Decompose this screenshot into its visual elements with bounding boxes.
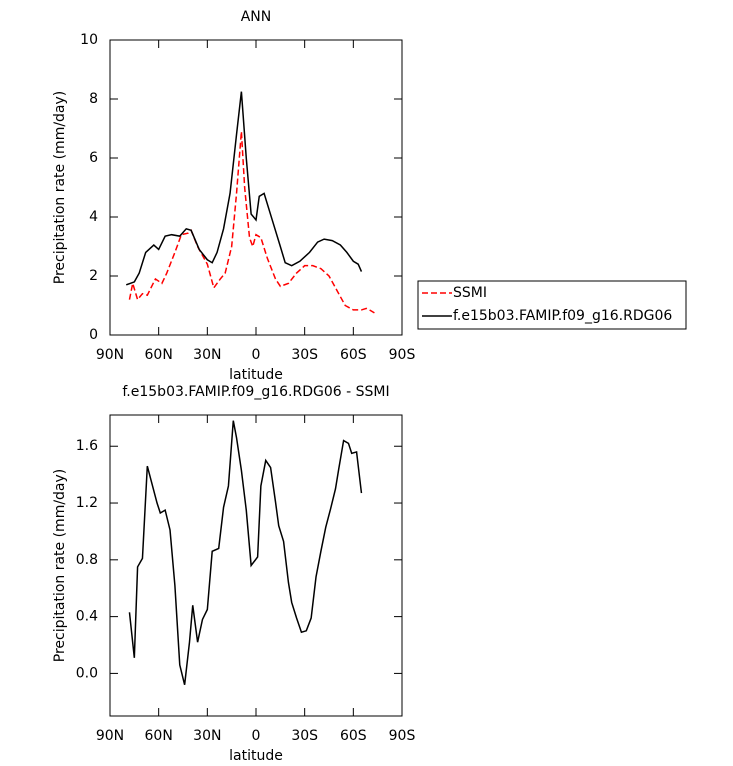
y-tick-label: 0.4	[76, 609, 98, 625]
x-tick-label: 30S	[291, 347, 318, 363]
x-tick-label: 30N	[193, 347, 221, 363]
y-tick-label: 2	[89, 268, 98, 284]
chart-title: ANN	[241, 9, 272, 25]
data-line	[128, 420, 363, 685]
x-tick-label: 90N	[96, 728, 124, 744]
y-tick-label: 0	[89, 327, 98, 343]
y-tick-label: 4	[89, 209, 98, 225]
legend-label: SSMI	[453, 285, 487, 301]
y-axis-label: Precipitation rate (mm/day)	[52, 469, 68, 663]
x-tick-label: 0	[252, 728, 261, 744]
chart-title: f.e15b03.FAMIP.f09_g16.RDG06 - SSMI	[122, 384, 389, 400]
x-axis-label: latitude	[229, 367, 283, 383]
x-tick-label: 60S	[340, 347, 367, 363]
y-tick-label: 0.8	[76, 552, 98, 568]
data-line	[128, 131, 375, 314]
legend-label: f.e15b03.FAMIP.f09_g16.RDG06	[453, 308, 672, 324]
data-line	[125, 91, 363, 286]
y-tick-label: 1.2	[76, 495, 98, 511]
x-tick-label: 60N	[145, 347, 173, 363]
y-tick-label: 6	[89, 150, 98, 166]
x-tick-label: 30S	[291, 728, 318, 744]
y-tick-label: 1.6	[76, 438, 98, 454]
y-tick-label: 0.0	[76, 665, 98, 681]
x-tick-label: 90N	[96, 347, 124, 363]
x-tick-label: 30N	[193, 728, 221, 744]
x-tick-label: 90S	[389, 347, 416, 363]
y-tick-label: 8	[89, 91, 98, 107]
x-tick-label: 90S	[389, 728, 416, 744]
x-tick-label: 60S	[340, 728, 367, 744]
x-tick-label: 60N	[145, 728, 173, 744]
y-tick-label: 10	[80, 32, 98, 48]
plot-frame	[109, 39, 403, 336]
x-tick-label: 0	[252, 347, 261, 363]
y-axis-label: Precipitation rate (mm/day)	[52, 91, 68, 285]
x-axis-label: latitude	[229, 748, 283, 764]
legend-box	[417, 280, 687, 330]
